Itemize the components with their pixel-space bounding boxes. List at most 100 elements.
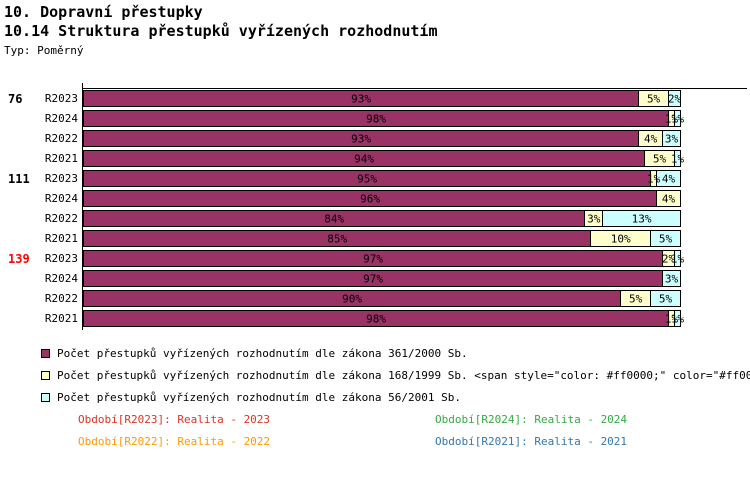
bar-row: R2021 98% 1% 1% [0, 310, 684, 327]
bar-segment-zakon-168-1999: 1% [647, 170, 660, 187]
row-period-label: R2022 [44, 212, 78, 225]
segment-value-label: 1% [646, 172, 661, 185]
bar-segment-zakon-168-1999: 2% [661, 250, 676, 267]
bar-segment-zakon-361-2000: 98% [83, 310, 670, 327]
row-period-label: R2024 [44, 112, 78, 125]
bar-segment-zakon-168-1999: 10% [591, 230, 652, 247]
stacked-bar: 95% 1% 4% [83, 170, 681, 187]
legend-swatch-zakon-56-2001 [41, 392, 50, 402]
bar-segment-zakon-361-2000: 95% [83, 170, 652, 187]
segment-value-label: 93% [351, 92, 371, 105]
bar-row: 139 R2023 97% 2% 1% [0, 250, 684, 267]
segment-value-label: 4% [643, 132, 658, 145]
segment-value-label: 5% [629, 292, 643, 305]
legend-label: Počet přestupků vyřízených rozhodnutím d… [57, 390, 461, 404]
bar-segment-zakon-361-2000: 97% [83, 250, 664, 267]
row-period-label: R2023 [44, 252, 78, 265]
bar-segment-zakon-361-2000: 85% [83, 230, 592, 247]
segment-value-label: 95% [357, 172, 377, 185]
segment-value-label: 3% [664, 272, 679, 285]
bar-segment-zakon-56-2001: 1% [671, 310, 684, 327]
bar-segment-zakon-361-2000: 93% [83, 90, 640, 107]
segment-value-label: 1% [664, 112, 679, 125]
segment-value-label: 1% [664, 312, 679, 325]
stacked-bar: 97% 3% [83, 270, 681, 287]
segment-value-label: 3% [664, 132, 679, 145]
stacked-bar: 98% 1% 1% [83, 310, 684, 327]
bar-segment-zakon-56-2001: 4% [657, 170, 681, 187]
segment-value-label: 5% [658, 292, 673, 305]
row-period-label: R2021 [44, 232, 78, 245]
chart-title: 10.14 Struktura přestupků vyřízených roz… [4, 22, 438, 40]
bar-row: R2022 84% 3% 13% [0, 210, 681, 227]
segment-value-label: 2% [667, 92, 682, 105]
bar-row: 76 R2023 93% 5% 2% [0, 90, 681, 107]
legend-label: Počet přestupků vyřízených rozhodnutím d… [57, 346, 468, 360]
segment-value-label: 84% [324, 212, 345, 225]
segment-value-label: 1% [670, 112, 685, 125]
segment-value-label: 1% [670, 252, 685, 265]
bar-segment-zakon-56-2001: 5% [651, 290, 681, 307]
period-legend-r2021: Období[R2021]: Realita - 2021 [435, 435, 628, 448]
period-legend-r2022: Období[R2022]: Realita - 2022 [78, 435, 271, 448]
bar-segment-zakon-168-1999: 4% [639, 130, 664, 147]
bar-segment-zakon-56-2001: 2% [667, 90, 682, 107]
legend-label: Počet přestupků vyřízených rozhodnutím d… [57, 368, 750, 382]
bar-segment-zakon-56-2001: 3% [663, 130, 681, 147]
stacked-bar: 98% 1% 1% [83, 110, 684, 127]
chart-type-label: Typ: Poměrný [4, 44, 84, 57]
bar-segment-zakon-361-2000: 84% [83, 210, 586, 227]
legend-swatch-zakon-361-2000 [41, 348, 50, 358]
segment-value-label: 4% [661, 172, 676, 185]
bar-segment-zakon-361-2000: 93% [83, 130, 640, 147]
bar-segment-zakon-56-2001: 3% [663, 270, 681, 287]
bar-segment-zakon-56-2001: 1% [671, 110, 684, 127]
segment-value-label: 98% [366, 312, 386, 325]
legend-swatch-zakon-168-1999 [41, 370, 50, 380]
segment-value-label: 97% [363, 272, 383, 285]
row-period-label: R2021 [44, 312, 78, 325]
row-period-label: R2022 [44, 132, 78, 145]
segment-value-label: 10% [610, 232, 631, 245]
x-axis-line [82, 88, 747, 89]
group-count-label: 76 [8, 91, 23, 106]
bar-row: R2022 93% 4% 3% [0, 130, 681, 147]
row-period-label: R2021 [44, 152, 78, 165]
segment-value-label: 2% [661, 252, 676, 265]
stacked-bar: 93% 4% 3% [83, 130, 681, 147]
bar-row: R2022 90% 5% 5% [0, 290, 681, 307]
stacked-bar-chart: 76 R2023 93% 5% 2% R2024 98% 1% 1% R2022 93% 4% 3% R2… [0, 83, 750, 335]
bar-row: R2024 97% 3% [0, 270, 681, 287]
bar-segment-zakon-361-2000: 97% [83, 270, 664, 287]
segment-value-label: 98% [366, 112, 386, 125]
period-legend-r2023: Období[R2023]: Realita - 2023 [78, 413, 271, 426]
row-period-label: R2023 [44, 92, 78, 105]
bar-group: 111 R2023 95% 1% 4% R2024 96% 4% R2022 84% 3% 13% R2… [0, 170, 681, 247]
segment-value-label: 5% [658, 232, 673, 245]
bar-row: R2021 94% 5% 1% [0, 150, 684, 167]
bar-segment-zakon-361-2000: 90% [83, 290, 622, 307]
stacked-bar: 97% 2% 1% [83, 250, 684, 267]
bar-segment-zakon-56-2001: 1% [671, 150, 684, 167]
stacked-bar: 85% 10% 5% [83, 230, 681, 247]
segment-value-label: 1% [670, 312, 685, 325]
row-period-label: R2024 [44, 272, 78, 285]
bar-segment-zakon-361-2000: 98% [83, 110, 670, 127]
bar-segment-zakon-56-2001: 13% [603, 210, 681, 227]
bar-segment-zakon-56-2001: 5% [651, 230, 681, 247]
y-axis-line [82, 83, 83, 330]
segment-value-label: 93% [351, 132, 371, 145]
bar-segment-zakon-168-1999: 1% [665, 110, 678, 127]
stacked-bar: 96% 4% [83, 190, 681, 207]
bar-segment-zakon-361-2000: 94% [83, 150, 646, 167]
bar-segment-zakon-168-1999: 3% [585, 210, 604, 227]
group-count-label: 139 [8, 251, 30, 266]
segment-value-label: 5% [646, 92, 661, 105]
bar-segment-zakon-168-1999: 4% [657, 190, 681, 207]
segment-value-label: 94% [354, 152, 374, 165]
page-title: 10. Dopravní přestupky [4, 3, 203, 21]
bar-segment-zakon-56-2001: 1% [671, 250, 684, 267]
segment-value-label: 97% [363, 252, 383, 265]
bar-segment-zakon-168-1999: 5% [621, 290, 652, 307]
bar-group: 76 R2023 93% 5% 2% R2024 98% 1% 1% R2022 93% 4% 3% R2… [0, 90, 684, 167]
